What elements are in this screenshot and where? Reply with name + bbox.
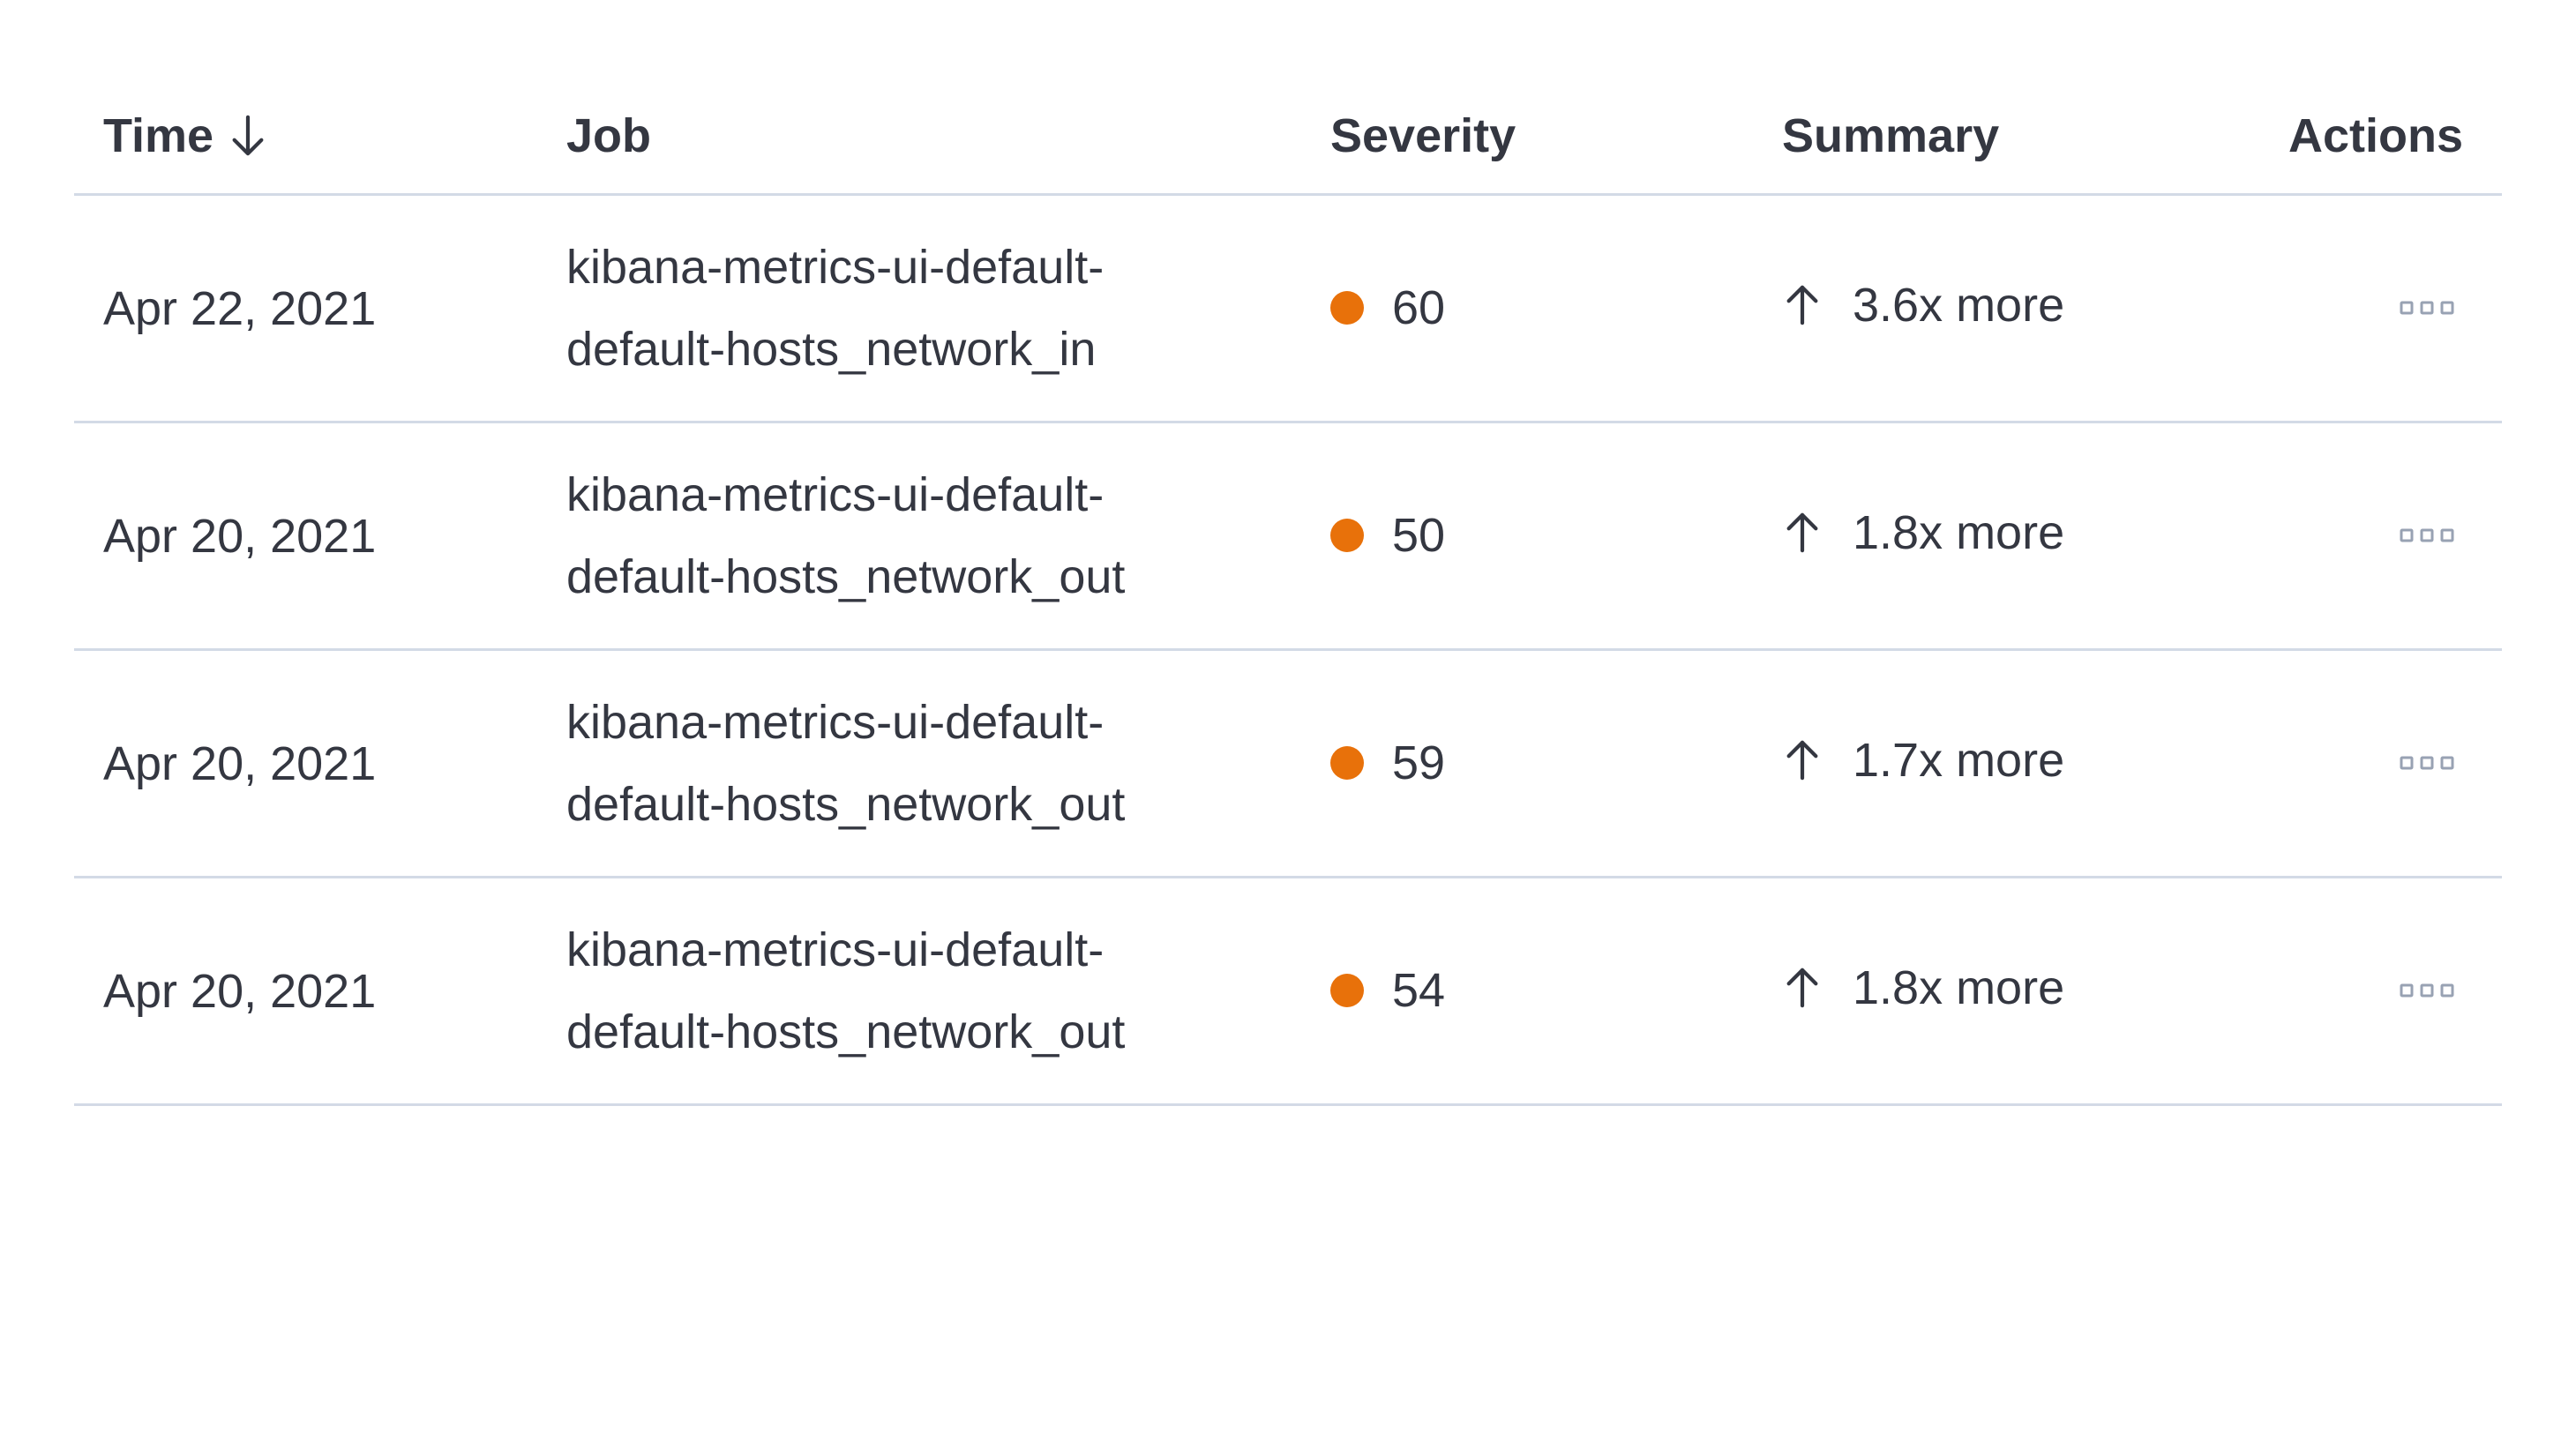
boxes-horizontal-icon (2400, 756, 2454, 771)
summary-cell: 1.7x more (1768, 733, 2262, 795)
job-cell: kibana-metrics-ui-default-default-hosts_… (566, 909, 1316, 1073)
column-header-job: Job (566, 108, 1316, 163)
arrow-up-icon (1782, 965, 1823, 1011)
severity-score: 54 (1392, 964, 1446, 1017)
summary-cell: 1.8x more (1768, 505, 2262, 567)
summary-cell: 3.6x more (1768, 278, 2262, 340)
row-actions-button[interactable] (2391, 975, 2463, 1007)
summary-text: 1.8x more (1853, 960, 2065, 1014)
anomaly-row: Apr 20, 2021 kibana-metrics-ui-default-d… (74, 878, 2502, 1106)
boxes-horizontal-icon (2400, 301, 2454, 316)
job-name: kibana-metrics-ui-default-default-hosts_… (566, 467, 1126, 603)
row-actions-button[interactable] (2391, 292, 2463, 325)
severity-header-label: Severity (1330, 108, 1516, 162)
boxes-horizontal-icon (2400, 983, 2454, 998)
summary-text: 1.7x more (1853, 733, 2065, 787)
time-cell: Apr 22, 2021 (103, 281, 377, 335)
summary-text: 3.6x more (1853, 278, 2065, 332)
actions-header-label: Actions (2288, 108, 2463, 162)
row-actions-button[interactable] (2391, 519, 2463, 552)
severity-cell: 54 (1316, 963, 1768, 1019)
summary-cell: 1.8x more (1768, 960, 2262, 1022)
severity-dot-icon (1330, 746, 1364, 780)
job-name: kibana-metrics-ui-default-default-hosts_… (566, 695, 1126, 831)
job-header-label: Job (566, 108, 652, 162)
job-cell: kibana-metrics-ui-default-default-hosts_… (566, 454, 1316, 618)
anomaly-row: Apr 20, 2021 kibana-metrics-ui-default-d… (74, 423, 2502, 651)
severity-score: 50 (1392, 509, 1446, 562)
boxes-horizontal-icon (2400, 528, 2454, 543)
arrow-up-icon (1782, 510, 1823, 556)
arrow-up-icon (1782, 737, 1823, 783)
severity-dot-icon (1330, 291, 1364, 325)
summary-header-label: Summary (1782, 108, 2000, 162)
table-header-row: Time Job Severity Summary Actions (74, 55, 2502, 196)
time-sort-button[interactable]: Time (103, 108, 268, 163)
time-cell: Apr 20, 2021 (103, 964, 377, 1018)
arrow-up-icon (1782, 282, 1823, 328)
time-cell: Apr 20, 2021 (103, 736, 377, 790)
summary-text: 1.8x more (1853, 505, 2065, 559)
time-header-label: Time (103, 108, 214, 162)
severity-dot-icon (1330, 974, 1364, 1007)
severity-dot-icon (1330, 519, 1364, 552)
anomaly-row: Apr 22, 2021 kibana-metrics-ui-default-d… (74, 196, 2502, 423)
severity-score: 59 (1392, 736, 1446, 789)
time-cell: Apr 20, 2021 (103, 509, 377, 563)
job-cell: kibana-metrics-ui-default-default-hosts_… (566, 227, 1316, 391)
severity-cell: 60 (1316, 280, 1768, 336)
sort-descending-icon (228, 112, 268, 160)
column-header-actions: Actions (2262, 108, 2502, 163)
job-name: kibana-metrics-ui-default-default-hosts_… (566, 240, 1105, 376)
column-header-severity: Severity (1316, 108, 1768, 163)
row-actions-button[interactable] (2391, 747, 2463, 780)
job-name: kibana-metrics-ui-default-default-hosts_… (566, 923, 1126, 1058)
column-header-time: Time (74, 108, 566, 163)
job-cell: kibana-metrics-ui-default-default-hosts_… (566, 682, 1316, 846)
severity-cell: 59 (1316, 736, 1768, 791)
severity-score: 60 (1392, 281, 1446, 334)
anomaly-row: Apr 20, 2021 kibana-metrics-ui-default-d… (74, 651, 2502, 878)
column-header-summary: Summary (1768, 108, 2262, 163)
anomalies-table: Time Job Severity Summary Actions Apr 22… (74, 55, 2502, 1106)
severity-cell: 50 (1316, 508, 1768, 564)
